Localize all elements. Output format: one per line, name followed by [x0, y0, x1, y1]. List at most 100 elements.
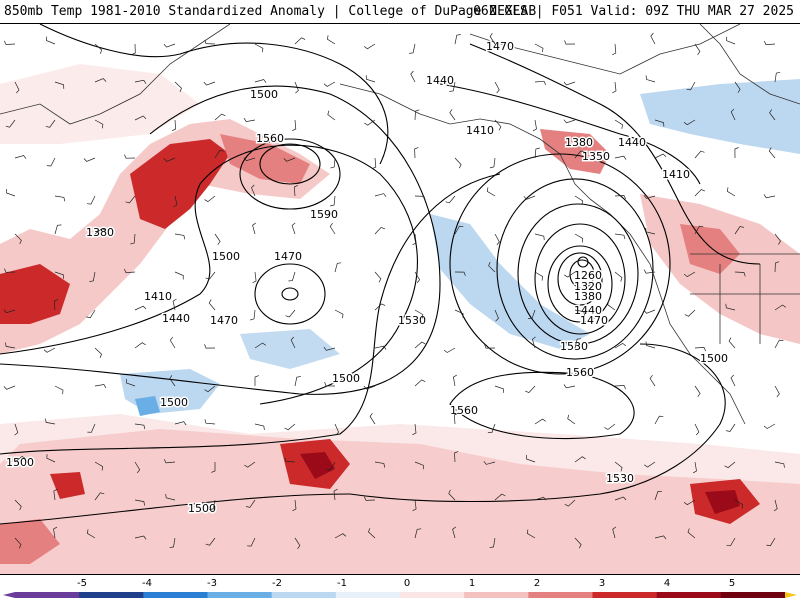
wind-barb	[768, 147, 776, 159]
wind-barb	[410, 70, 416, 83]
wind-barb	[254, 423, 265, 430]
contour-label: 1500	[160, 396, 188, 409]
wind-barb	[283, 157, 296, 162]
wind-barb	[414, 341, 426, 349]
wind-barb	[769, 109, 776, 121]
legend-swatch	[143, 592, 208, 598]
wind-barb	[327, 35, 336, 45]
wind-barb	[694, 43, 701, 56]
wind-barb	[414, 379, 426, 387]
wind-barb	[204, 419, 216, 425]
legend-tick-label: 5	[729, 578, 735, 589]
wind-barb	[134, 461, 141, 474]
wind-barb	[643, 309, 656, 314]
wind-barb	[532, 119, 537, 132]
wind-barb	[494, 493, 506, 501]
wind-barb	[45, 119, 56, 128]
wind-barb	[5, 119, 16, 128]
wind-barb	[374, 303, 386, 311]
run-valid-time: 06Z GFS | F051 Valid: 09Z THU MAR 27 202…	[473, 4, 794, 19]
wind-barb	[134, 305, 147, 311]
wind-barb	[43, 347, 56, 353]
wind-barb	[654, 535, 667, 540]
wind-barb	[414, 309, 424, 319]
legend-tick-label: -5	[77, 578, 87, 589]
wind-barb	[614, 461, 623, 472]
wind-barb	[134, 499, 145, 506]
wind-barb	[334, 423, 340, 436]
wind-barb	[250, 309, 256, 321]
wind-barb	[364, 496, 376, 501]
wind-barb	[574, 195, 583, 205]
contour-label: 1380	[574, 290, 602, 303]
legend-swatch	[528, 592, 593, 598]
wind-barb	[614, 385, 627, 390]
wind-barb	[245, 499, 256, 508]
wind-barb	[94, 347, 103, 359]
contour-label: 1350	[582, 150, 610, 163]
wind-barb	[204, 195, 216, 203]
legend-color-bar	[3, 592, 797, 598]
wind-barb	[252, 222, 257, 235]
wind-barb	[454, 34, 461, 45]
wind-barb	[534, 233, 545, 241]
wind-barb	[734, 499, 744, 509]
wind-barb	[448, 489, 456, 501]
contour-label: 1470	[274, 250, 302, 263]
anomaly-color-scale: -5 -4 -3 -2 -1 0 1 2 3 4 5	[0, 574, 800, 600]
wind-barb	[414, 109, 420, 121]
wind-barb	[574, 537, 582, 549]
wind-barb	[534, 80, 547, 85]
wind-barb	[607, 300, 616, 311]
wind-barb	[243, 118, 256, 122]
wind-barb	[211, 462, 216, 473]
wind-barb	[294, 81, 299, 94]
wind-barb	[54, 81, 65, 89]
wind-barb	[494, 81, 500, 94]
wind-barb	[494, 385, 505, 393]
wind-barb	[564, 271, 576, 278]
wind-barb	[574, 309, 585, 316]
wind-barb	[489, 32, 496, 45]
wind-barb	[3, 40, 16, 45]
wind-barb	[174, 421, 187, 426]
wind-barb	[4, 268, 16, 273]
contour-label: 1380	[86, 226, 114, 239]
wind-barb	[363, 385, 376, 390]
wind-barb	[534, 147, 540, 159]
wind-barb	[414, 147, 419, 159]
wind-barb	[14, 423, 19, 436]
wind-barb	[694, 347, 707, 352]
wind-barb	[534, 43, 544, 53]
contour-label: 1530	[606, 472, 634, 485]
wind-barb	[171, 119, 176, 132]
legend-tick-label: -3	[207, 578, 217, 589]
wind-barb	[526, 454, 536, 463]
legend-tick-label: 3	[599, 578, 605, 589]
wind-barb	[567, 414, 576, 425]
wind-barb	[454, 225, 464, 235]
legend-tick-label: 4	[664, 578, 670, 589]
wind-barb	[94, 119, 104, 129]
contour-label: 1500	[332, 372, 360, 385]
wind-barb	[654, 119, 665, 127]
contour-label: 1470	[210, 314, 238, 327]
wind-barb	[531, 336, 536, 349]
wind-barb	[169, 537, 176, 549]
wind-barb	[734, 226, 744, 235]
wind-barb	[134, 79, 147, 84]
wind-barb	[574, 456, 586, 463]
wind-barb	[294, 37, 306, 45]
wind-barb	[323, 346, 336, 351]
wind-barb	[726, 187, 736, 197]
wind-barb	[14, 499, 22, 511]
wind-barb	[774, 461, 785, 468]
wind-barb	[94, 228, 106, 235]
contour-label: 1560	[256, 132, 284, 145]
wind-barb	[54, 385, 64, 395]
wind-barb	[734, 81, 741, 93]
wind-barb	[208, 299, 216, 311]
legend-tick-label: 2	[534, 578, 540, 589]
wind-barb	[374, 461, 386, 468]
wind-barb	[763, 40, 776, 46]
